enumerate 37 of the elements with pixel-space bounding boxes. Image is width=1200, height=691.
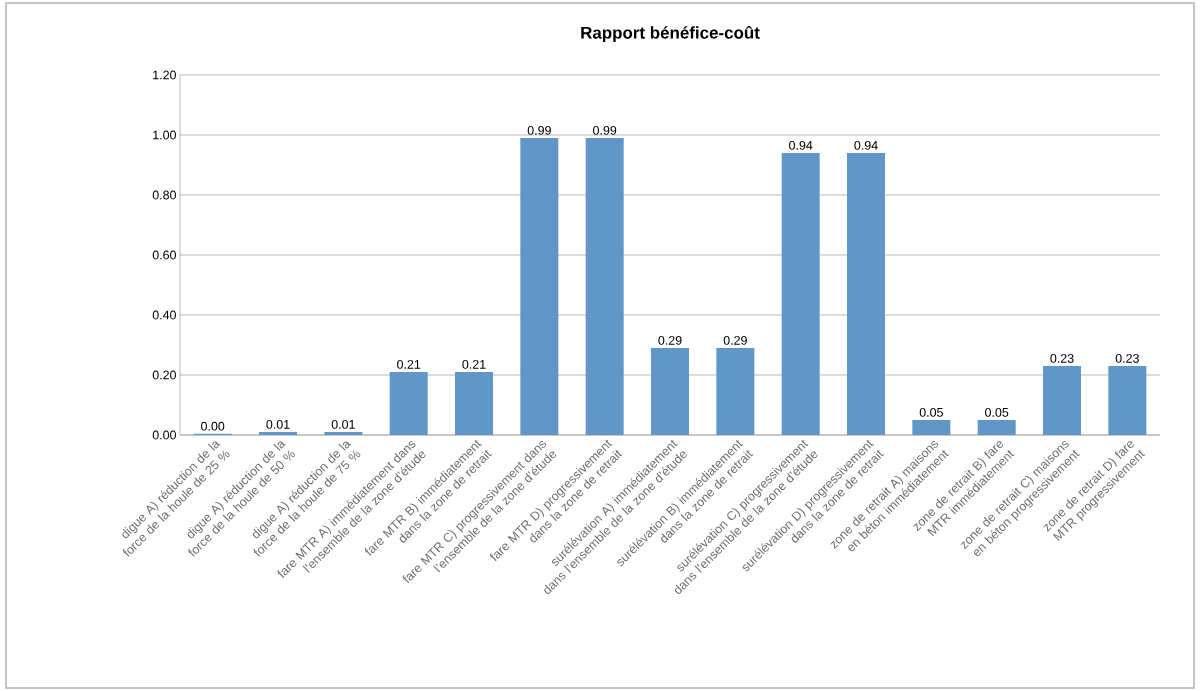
data-label: 0.99 [593, 125, 617, 135]
bar [977, 419, 1016, 435]
data-label: 0.21 [397, 359, 421, 369]
bar [847, 152, 886, 435]
bar [585, 137, 624, 435]
bar [455, 371, 494, 435]
chart-title: Rapport bénéfice-coût [581, 25, 760, 43]
data-label: 0.99 [527, 125, 551, 135]
bar [520, 137, 559, 435]
bar [1108, 365, 1147, 435]
data-label: 0.94 [789, 140, 813, 150]
data-label: 0.29 [723, 335, 747, 345]
y-tick-label: 0.40 [152, 310, 176, 320]
y-tick-label: 0.60 [152, 250, 176, 260]
bar [716, 347, 755, 435]
data-label: 0.01 [266, 419, 290, 429]
data-label: 0.21 [462, 359, 486, 369]
bar [651, 347, 690, 435]
bar [1043, 365, 1082, 435]
y-tick-label: 0.20 [152, 370, 176, 380]
data-label: 0.23 [1115, 353, 1139, 363]
y-tick-label: 1.00 [153, 130, 176, 140]
bar [781, 152, 820, 435]
bar [912, 419, 951, 435]
data-label: 0.01 [331, 419, 355, 429]
y-tick-label: 0.80 [152, 190, 176, 200]
data-label: 0.00 [201, 421, 225, 431]
data-label: 0.29 [658, 335, 682, 345]
bar [389, 371, 428, 435]
y-tick-label: 0.00 [152, 430, 176, 440]
bar [259, 431, 298, 435]
data-label: 0.05 [985, 407, 1009, 417]
y-tick-label: 1.20 [153, 70, 176, 80]
data-label: 0.05 [919, 407, 943, 417]
data-label: 0.23 [1050, 353, 1074, 363]
bar [324, 431, 363, 435]
data-label: 0.94 [854, 140, 878, 150]
